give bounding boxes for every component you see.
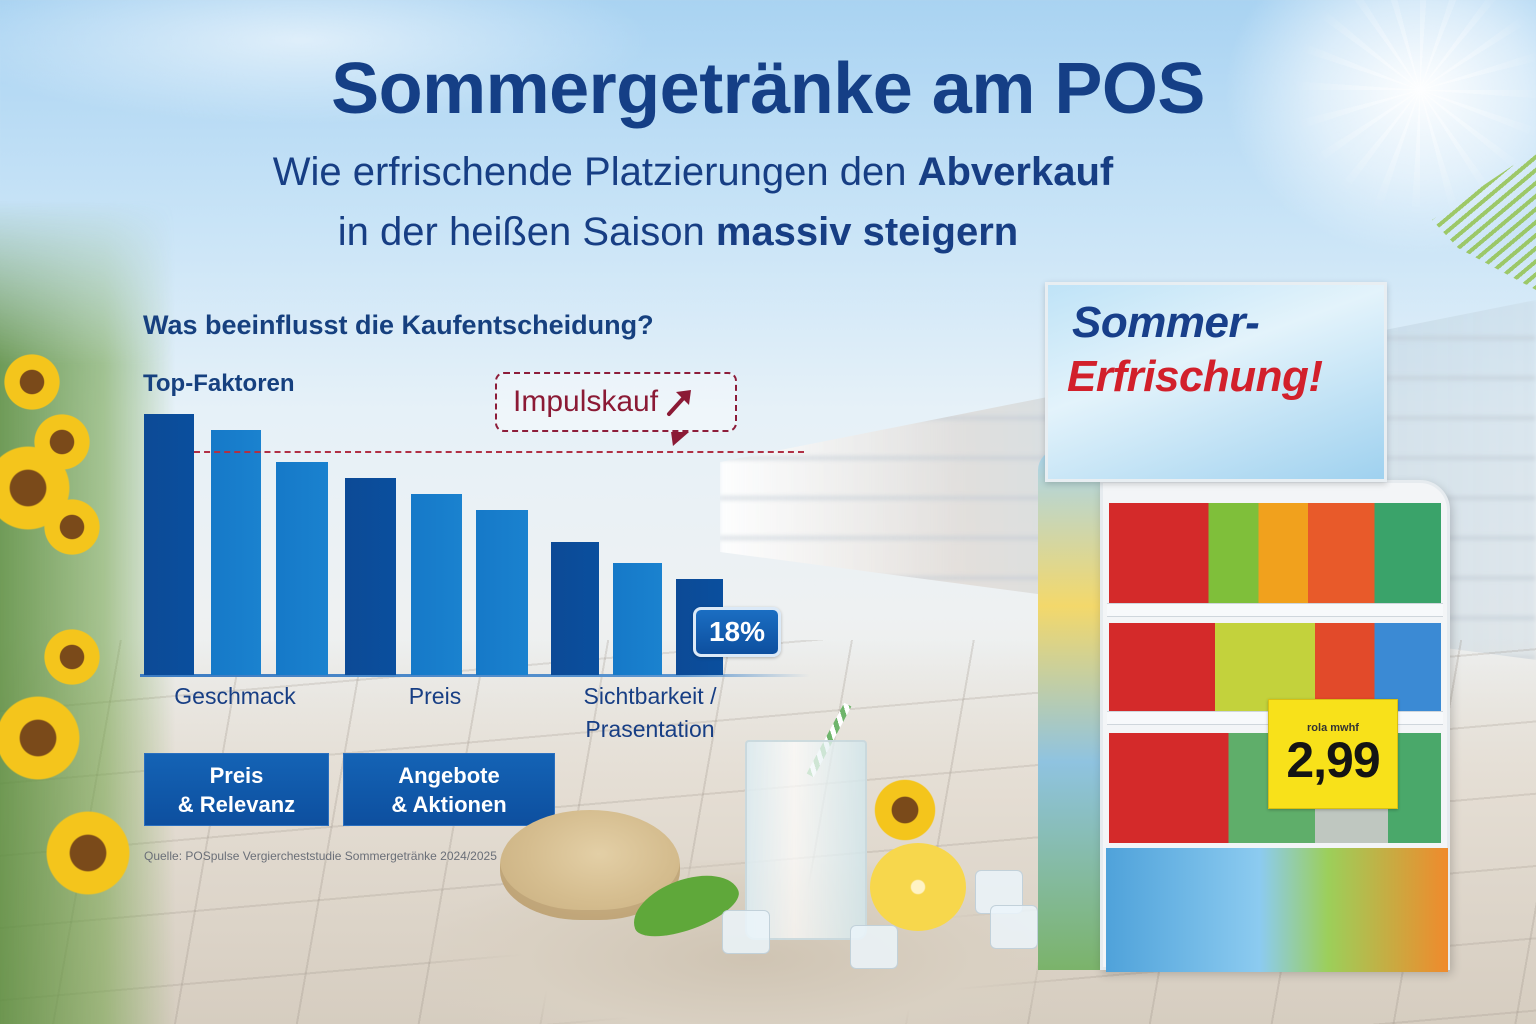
subtitle-line-2: in der heißen Saison massiv steigern bbox=[0, 210, 1536, 255]
category-label-sichtbarkeit: Sichtbarkeit / Prasentation bbox=[545, 680, 755, 746]
sunflower-icon bbox=[870, 775, 940, 845]
button-line-1: Preis bbox=[209, 762, 264, 788]
subtitle-line-1-bold: Abverkauf bbox=[917, 150, 1114, 194]
bar-4 bbox=[345, 478, 396, 675]
chart-question: Was beeinflusst die Kaufentscheidung? bbox=[143, 310, 654, 340]
bar-5 bbox=[411, 494, 462, 675]
sunflower-icon bbox=[40, 805, 136, 901]
impulse-annotation: Impulskauf bbox=[495, 372, 737, 432]
price-value: 2,99 bbox=[1286, 732, 1380, 788]
arrow-up-right-icon bbox=[667, 390, 692, 416]
price-sign: rola mwhf 2,99 bbox=[1268, 699, 1398, 809]
category-label-geschmack: Geschmack bbox=[174, 683, 296, 709]
button-line-1: Angebote bbox=[398, 762, 500, 788]
subtitle-line-1: Wie erfrischende Platzierungen den Abver… bbox=[0, 150, 1536, 195]
shelf-bottles bbox=[1109, 503, 1441, 603]
bar-8 bbox=[613, 563, 662, 675]
subtitle-line-2-regular: in der heißen Saison bbox=[337, 210, 716, 254]
bar-chart bbox=[140, 400, 810, 677]
stand-header-line-1: Sommer- bbox=[1072, 298, 1260, 347]
chart-subtitle: Top-Faktoren bbox=[143, 370, 295, 397]
preis-relevanz-button[interactable]: Preis & Relevanz bbox=[144, 753, 329, 826]
price-sign-label: rola mwhf bbox=[1307, 722, 1359, 734]
category-label-line-2: Prasentation bbox=[585, 716, 715, 742]
ice-cube bbox=[722, 910, 770, 954]
subtitle-line-2-bold: massiv steigern bbox=[715, 210, 1019, 254]
ice-cube bbox=[850, 925, 898, 969]
stand-side-panel bbox=[1038, 450, 1108, 970]
value-badge: 18% bbox=[693, 607, 781, 657]
bar-7 bbox=[551, 542, 599, 675]
category-label-preis: Preis bbox=[408, 683, 462, 709]
page-title: Sommergetränke am POS bbox=[331, 49, 1205, 129]
bar-3 bbox=[276, 462, 328, 675]
shelf-price-rail bbox=[1107, 603, 1443, 617]
sunflower-icon bbox=[0, 690, 86, 786]
stand-base-graphic bbox=[1106, 848, 1448, 972]
stand-header-line-2: Erfrischung! bbox=[1067, 352, 1323, 401]
angebote-aktionen-button[interactable]: Angebote & Aktionen bbox=[343, 753, 555, 826]
stand-header-sign bbox=[1045, 282, 1387, 482]
source-note: Quelle: POSpulse Vergiercheststudie Somm… bbox=[144, 849, 497, 863]
sunflower-icon bbox=[40, 625, 104, 689]
sunflower-icon bbox=[0, 440, 76, 536]
bar-6 bbox=[476, 510, 528, 675]
bar-1 bbox=[144, 414, 194, 675]
ice-cube bbox=[990, 905, 1038, 949]
sunflower-icon bbox=[0, 350, 64, 414]
impulse-label: Impulskauf bbox=[513, 385, 659, 418]
lemon-half bbox=[870, 843, 966, 931]
impulse-reference-line bbox=[194, 451, 804, 453]
category-label-line-1: Sichtbarkeit / bbox=[583, 683, 717, 709]
subtitle-line-1-regular: Wie erfrischende Platzierungen den bbox=[272, 150, 918, 194]
button-line-2: & Aktionen bbox=[391, 791, 507, 817]
bar-2 bbox=[211, 430, 261, 675]
lemonade-glass bbox=[745, 740, 867, 940]
button-line-2: & Relevanz bbox=[177, 791, 296, 817]
chart-baseline bbox=[140, 674, 810, 677]
